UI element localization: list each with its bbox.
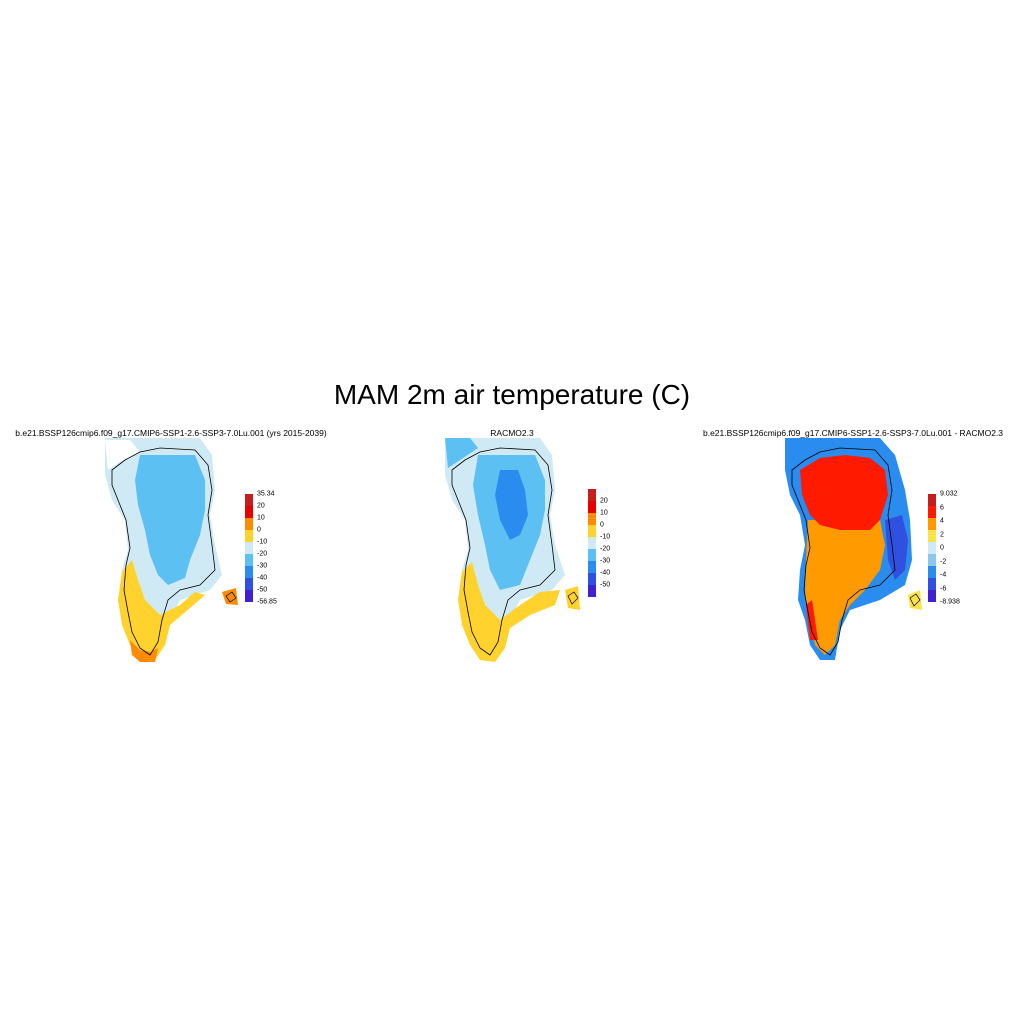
colorbar-label: 0 [600,521,604,529]
colorbar-label: 20 [257,502,265,510]
warm-difference-zone [805,520,885,655]
colorbar-label: -2 [940,558,947,565]
colorbar-label: -40 [257,574,268,582]
svalbard-fragment [908,590,922,610]
interior-coldest-zone [495,470,528,540]
svalbard-fragment [222,588,238,605]
colorbar-label: 0 [257,526,261,534]
coastal-warm-zone [118,560,205,660]
colorbar-swatch [928,494,936,506]
colorbar-swatch [928,506,936,518]
colorbar-swatch [588,513,596,525]
figure-title: MAM 2m air temperature (C) [333,379,691,410]
colorbar-swatch [245,590,253,602]
interior-cold-zone [135,455,205,585]
panel-title-difference: b.e21.BSSP126cmip6.f09_g17.CMIP6-SSP1-2.… [702,428,1004,438]
colorbar-swatch [588,573,596,585]
greenland-map-racmo [445,438,580,662]
colorbar-swatch [928,566,936,578]
colorbar-swatch [588,525,596,537]
hot-difference-zone [800,455,888,530]
colorbar-label: -56.85 [257,598,277,606]
svalbard-coast [225,591,237,603]
colorbar-label: 10 [257,514,265,522]
northwest-ocean [445,438,478,468]
colorbar-label: -8.938 [940,598,960,606]
west-coast-hot-zone [806,600,818,640]
coastline [451,447,556,656]
svalbard-coast [909,593,921,607]
colorbar-label: 20 [600,497,608,505]
colorbar-swatch [245,578,253,590]
colorbar-label: -50 [257,586,268,594]
colorbar-label: 6 [940,504,944,511]
colorbar-label: -10 [600,533,611,541]
svalbard-fragment [565,586,580,610]
colorbar-swatch [588,549,596,561]
colorbar-label: -4 [940,571,947,579]
panel-title-model: b.e21.BSSP126cmip6.f09_g17.CMIP6-SSP1-2.… [15,428,327,438]
colorbar-swatch [928,590,936,602]
colorbar-swatch [245,554,253,566]
colorbar-label: -10 [257,538,268,546]
colorbar-label: 9.032 [940,490,958,498]
colorbar-swatch [928,530,936,542]
colorbar-label: 0 [940,544,944,552]
colorbar-swatch [928,578,936,590]
colorbar-label: 35.34 [257,490,275,498]
colorbar-label: -20 [257,550,268,558]
colorbar-swatch [928,518,936,530]
colorbar-swatch [245,518,253,530]
colorbar-label: -6 [940,585,947,592]
colorbar-label: 10 [600,509,608,517]
colorbar-label: -30 [257,562,268,570]
colorbar-swatch [588,561,596,573]
colorbar-swatch [588,501,596,513]
colorbar-swatch [588,489,596,501]
colorbar-swatch [245,530,253,542]
colorbar-swatch [245,542,253,554]
colorbar-label: -30 [600,557,611,565]
east-coast-cold-zone [885,515,908,580]
coastline [791,447,896,656]
greenland-map-difference [785,438,922,660]
colorbar-label: -50 [600,581,611,589]
colorbar-swatch [588,537,596,549]
colorbar-label: -40 [600,569,611,577]
colorbar-swatch [245,494,253,506]
greenland-map-model [105,438,238,662]
coastal-warm-zone [458,562,560,662]
svalbard-coast [567,591,579,605]
panel-title-racmo: RACMO2.3 [490,428,534,438]
colorbar-label: 4 [940,517,944,525]
colorbar-swatch [245,566,253,578]
colorbar-label: 2 [940,531,944,538]
colorbar-label: -20 [600,545,611,553]
northwest-ocean [105,440,140,470]
colorbar-swatch [245,506,253,518]
colorbar-swatch [928,554,936,566]
coastline [111,447,216,656]
colorbar-swatch [928,542,936,554]
colorbar-swatch [588,585,596,597]
